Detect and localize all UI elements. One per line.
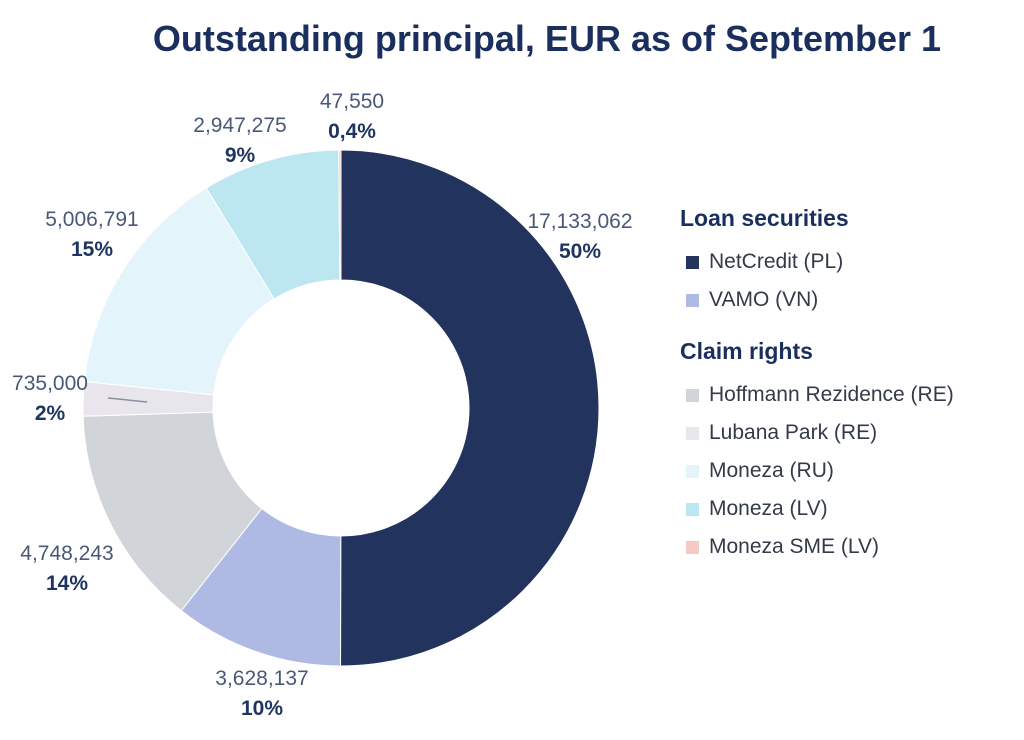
leader-line — [107, 397, 148, 403]
slice-moneza-ru — [83, 187, 275, 396]
legend-swatch-moneza-ru — [686, 464, 699, 478]
legend-label-netcredit-pl: NetCredit (PL) — [709, 250, 844, 273]
legend-swatch-moneza-sme-lv — [686, 540, 699, 554]
percent-label-lubana-park-re: 2% — [35, 402, 66, 425]
legend-label-lubana-park-re: Lubana Park (RE) — [709, 421, 878, 444]
legend-swatch-vamo-vn — [686, 293, 699, 307]
legend-swatch-moneza-lv — [686, 502, 699, 516]
value-label-moneza-ru: 5,006,791 — [45, 208, 138, 231]
legend-swatch-hoffmann-rezidence-re — [686, 388, 699, 402]
legend-swatch-lubana-park-re — [686, 426, 699, 440]
donut-chart: 17,133,062 50% 3,628,137 10% 4,748,243 14% 735… — [12, 90, 633, 720]
percent-label-moneza-lv: 9% — [225, 144, 256, 167]
chart-title: Outstanding principal, EUR as of Septemb… — [152, 18, 942, 59]
slice-moneza-sme-lv — [338, 149, 342, 281]
slice-netcredit-pl — [340, 149, 600, 667]
legend-label-moneza-sme-lv: Moneza SME (LV) — [709, 535, 879, 558]
value-label-moneza-sme-lv: 47,550 — [320, 90, 384, 113]
percent-label-moneza-ru: 15% — [71, 238, 113, 261]
slice-hoffmann-rezidence-re — [82, 411, 263, 612]
legend-label-moneza-lv: Moneza (LV) — [709, 497, 828, 520]
legend-swatch-netcredit-pl — [686, 255, 699, 269]
legend-item-moneza-sme-lv: Moneza SME (LV) — [686, 533, 879, 561]
percent-label-moneza-sme-lv: 0,4% — [328, 120, 376, 143]
value-label-lubana-park-re: 735,000 — [12, 372, 88, 395]
legend-group-title-claim-rights: Claim rights — [680, 338, 813, 364]
value-label-netcredit-pl: 17,133,062 — [527, 210, 632, 233]
percent-label-netcredit-pl: 50% — [559, 240, 601, 263]
legend-item-vamo-vn: VAMO (VN) — [686, 286, 818, 314]
legend-item-netcredit-pl: NetCredit (PL) — [686, 248, 843, 276]
legend-group-title-loan-securities: Loan securities — [680, 205, 849, 231]
legend-item-moneza-ru: Moneza (RU) — [686, 457, 834, 485]
legend-item-lubana-park-re: Lubana Park (RE) — [686, 419, 877, 447]
legend-item-moneza-lv: Moneza (LV) — [686, 495, 828, 523]
legend-item-hoffmann-rezidence-re: Hoffmann Rezidence (RE) — [686, 381, 954, 409]
percent-label-vamo-vn: 10% — [241, 697, 283, 720]
value-label-moneza-lv: 2,947,275 — [193, 114, 286, 137]
value-label-hoffmann-rezidence-re: 4,748,243 — [20, 542, 113, 565]
legend-label-hoffmann-rezidence-re: Hoffmann Rezidence (RE) — [709, 383, 954, 406]
value-label-vamo-vn: 3,628,137 — [215, 667, 308, 690]
percent-label-hoffmann-rezidence-re: 14% — [46, 572, 88, 595]
legend-label-moneza-ru: Moneza (RU) — [709, 459, 834, 482]
legend-label-vamo-vn: VAMO (VN) — [709, 288, 819, 311]
